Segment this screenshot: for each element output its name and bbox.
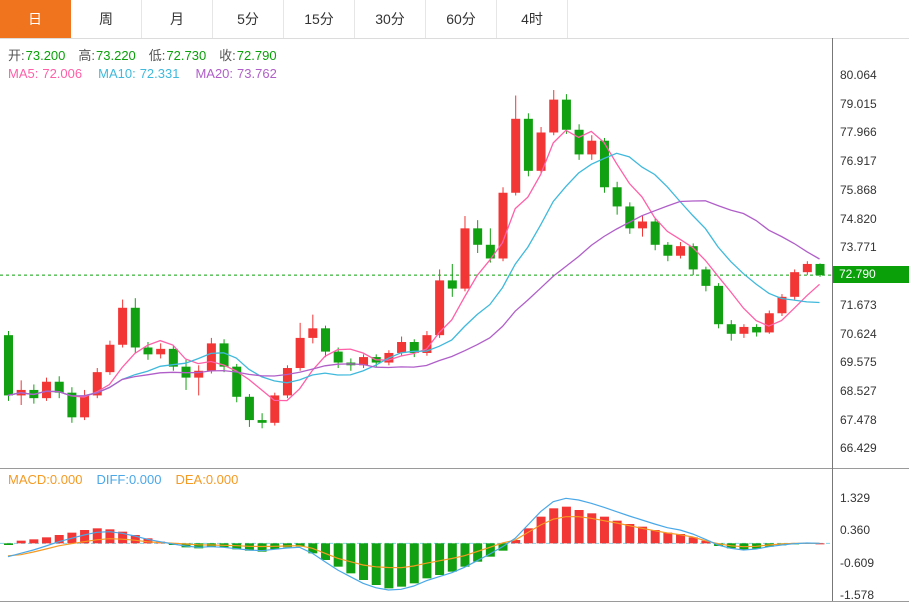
price-tick-label: 73.771 [840, 240, 877, 255]
tab-5min[interactable]: 5分 [213, 0, 284, 38]
macd-value: 0.000 [49, 472, 83, 487]
price-tick-label: 67.478 [840, 412, 877, 427]
price-tick-label: 71.673 [840, 297, 877, 312]
panel-divider [0, 468, 909, 469]
axis-divider [832, 38, 833, 602]
ma20-value: 73.762 [237, 66, 277, 81]
macd-header: MACD:0.000 DIFF:0.000 DEA:0.000 [8, 472, 252, 487]
ma5-value: 72.006 [42, 66, 83, 81]
close-label: 收: [219, 48, 236, 63]
ma-header: MA5: 72.006 MA10: 72.331 MA20: 73.762 [8, 66, 293, 81]
price-tick-label: 68.527 [840, 383, 877, 398]
open-label: 开: [8, 48, 25, 63]
ma10-value: 72.331 [139, 66, 180, 81]
diff-label: DIFF: [96, 472, 129, 487]
price-tick-label: 79.015 [840, 96, 877, 111]
tab-60min[interactable]: 60分 [426, 0, 497, 38]
price-axis-column: 80.064 79.015 77.966 76.917 75.868 74.820 73.7… [833, 0, 909, 603]
ohlc-header: 开:73.200 高:73.220 低:72.730 收:72.790 [8, 45, 290, 64]
tab-day[interactable]: 日 [0, 0, 71, 38]
price-tick-label: 76.917 [840, 154, 877, 169]
dea-value: 0.000 [205, 472, 239, 487]
candlestick-plot[interactable] [0, 38, 832, 468]
low-value: 72.730 [166, 48, 207, 63]
price-tick-label: 77.966 [840, 125, 877, 140]
close-value: 72.790 [236, 48, 277, 63]
price-tick-label: 69.575 [840, 355, 877, 370]
ma20-label: MA20: [195, 66, 234, 81]
open-value: 73.200 [25, 48, 66, 63]
macd-tick-label: -0.609 [840, 555, 875, 570]
macd-tick-label: -1.578 [840, 587, 875, 602]
tab-week[interactable]: 周 [71, 0, 142, 38]
price-tick-label: 80.064 [840, 67, 877, 82]
tab-month[interactable]: 月 [142, 0, 213, 38]
ma5-label: MA5: [8, 66, 39, 81]
price-tick-label: 70.624 [840, 326, 877, 341]
macd-tick-label: 0.360 [840, 523, 871, 538]
macd-tick-label: 1.329 [840, 491, 871, 506]
period-tabbar: 日 周 月 5分 15分 30分 60分 4时 [0, 0, 909, 39]
macd-label: MACD: [8, 472, 50, 487]
price-tick-label: 74.820 [840, 211, 877, 226]
tab-30min[interactable]: 30分 [355, 0, 426, 38]
tab-15min[interactable]: 15分 [284, 0, 355, 38]
dea-label: DEA: [175, 472, 206, 487]
diff-value: 0.000 [128, 472, 162, 487]
macd-plot[interactable] [0, 488, 832, 600]
current-price-badge: 72.790 [833, 266, 909, 284]
bottom-border [0, 601, 909, 602]
price-tick-label: 66.429 [840, 441, 877, 456]
price-tick-label: 75.868 [840, 182, 877, 197]
low-label: 低: [148, 48, 166, 63]
high-label: 高: [78, 48, 96, 63]
ma10-label: MA10: [98, 66, 136, 81]
tab-4hour[interactable]: 4时 [497, 0, 568, 38]
high-value: 73.220 [96, 48, 136, 63]
